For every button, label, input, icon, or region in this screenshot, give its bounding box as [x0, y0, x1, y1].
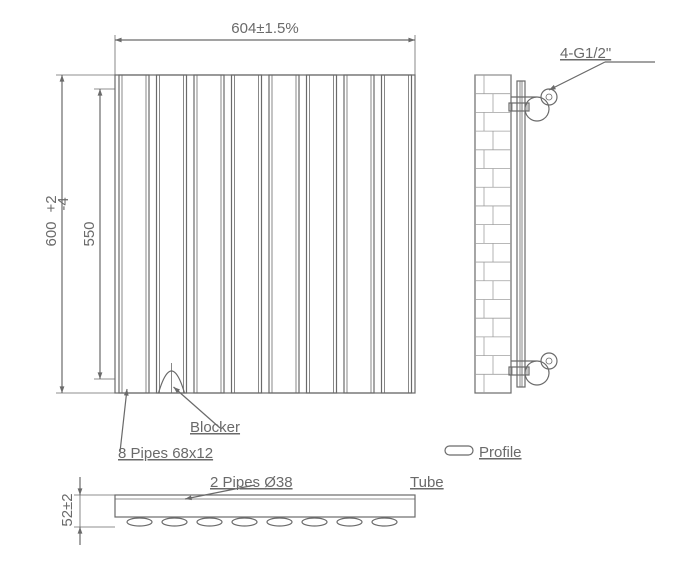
- dimension-depth: 52±2: [59, 477, 115, 545]
- connection-leader: 4-G1/2": [549, 45, 655, 90]
- dim-width-text: 604±1.5%: [231, 20, 298, 37]
- dimension-width: 604±1.5%: [115, 20, 415, 75]
- dim-height-tol-lower: -4: [55, 197, 72, 210]
- blocker-leader: Blocker: [174, 387, 241, 436]
- dimension-height: 550600+2-4: [43, 75, 115, 393]
- top-view: [115, 495, 415, 526]
- dim-height-outer: 600: [43, 221, 60, 246]
- connection-label: 4-G1/2": [560, 45, 611, 62]
- dim-depth: 52±2: [59, 493, 76, 526]
- blocker-label: Blocker: [190, 419, 240, 436]
- profile-label: Profile: [479, 444, 522, 461]
- tube-label: Tube: [410, 474, 444, 491]
- pipes-round-leader: 2 Pipes Ø38 Tube: [185, 474, 444, 500]
- pipes-round-label: 2 Pipes Ø38: [210, 474, 293, 491]
- front-view: [115, 75, 415, 393]
- dim-height-inner: 550: [81, 221, 98, 246]
- profile-legend: Profile: [445, 444, 522, 461]
- pipes-flat-label: 8 Pipes 68x12: [118, 445, 213, 462]
- side-view: [475, 75, 557, 393]
